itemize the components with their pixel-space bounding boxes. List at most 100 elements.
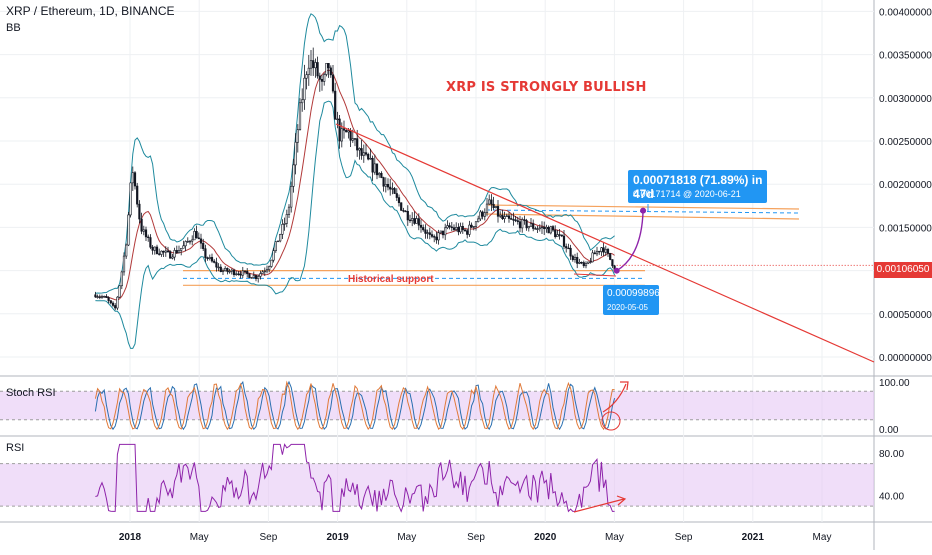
candle-body: [518, 221, 522, 229]
candle-body: [527, 225, 530, 229]
candle-body: [298, 102, 302, 130]
candle-body: [188, 240, 192, 243]
candle-body: [263, 270, 266, 273]
candle-body: [406, 211, 409, 221]
candle-body: [237, 273, 240, 275]
candle-body: [536, 228, 539, 230]
candle-body: [226, 267, 229, 272]
candle-body: [560, 234, 563, 237]
rsi-arrow-head: [616, 495, 627, 506]
candle-body: [362, 152, 365, 156]
resistance-upper: [485, 204, 800, 210]
candle-body: [224, 267, 227, 272]
candle-body: [556, 234, 559, 238]
candle-body: [479, 211, 482, 220]
candle-body: [457, 226, 460, 233]
candle-body: [153, 246, 156, 251]
candle-body: [160, 250, 163, 255]
candle-body: [312, 60, 315, 69]
candle-body: [492, 203, 495, 208]
candle-body: [384, 183, 387, 187]
candle-body: [109, 300, 112, 304]
candle-body: [105, 295, 108, 298]
candle-body: [488, 199, 491, 205]
y-tick-label: 0.00250000: [879, 137, 932, 148]
candle-body: [558, 234, 561, 236]
candle-body: [206, 257, 209, 259]
candle-body: [444, 227, 447, 236]
x-tick-label: Sep: [467, 532, 485, 543]
candle-body: [604, 249, 607, 253]
candle-body: [140, 218, 143, 232]
candle-body: [562, 235, 566, 247]
candle-body: [600, 247, 603, 252]
candle-body: [481, 211, 484, 217]
candle-body: [96, 296, 99, 298]
rsi-tick-label: 40.00: [879, 491, 904, 502]
candle-body: [327, 63, 330, 69]
candle-body: [243, 270, 247, 272]
candle-body: [177, 250, 181, 254]
y-tick-label: 0.00350000: [879, 51, 932, 62]
stoch-arrow-head: [620, 381, 629, 391]
candle-body: [593, 252, 596, 255]
candle-body: [259, 273, 262, 277]
candle-body: [158, 253, 161, 255]
candle-body: [217, 266, 220, 269]
target-callout: 0.00071818 (71.89%) in 47d 0.00171714 @ …: [628, 170, 767, 203]
candle-body: [228, 270, 231, 273]
candle-body: [173, 250, 176, 258]
candle-body: [578, 261, 581, 264]
candle-body: [584, 262, 588, 267]
candle-body: [461, 226, 464, 231]
candle-body: [573, 256, 577, 261]
low-callout-line2: 2020-05-05: [607, 303, 648, 312]
candle-body: [125, 244, 128, 257]
candle-body: [382, 177, 385, 187]
candle-body: [490, 199, 493, 205]
candle-body: [529, 223, 533, 227]
candle-body: [485, 203, 489, 213]
candle-body: [428, 232, 431, 235]
candle-body: [294, 141, 297, 166]
candle-body: [576, 256, 579, 264]
pane-label-stoch-rsi: Stoch RSI: [6, 387, 56, 399]
target-callout-line2: 0.00171714 @ 2020-06-21: [633, 189, 741, 199]
candle-body: [252, 275, 255, 279]
candle-body: [208, 257, 211, 259]
pivot-line: [573, 273, 617, 277]
candle-body: [455, 226, 458, 230]
x-tick-label: May: [190, 532, 209, 543]
candle-body: [565, 246, 568, 249]
candle-body: [433, 236, 436, 238]
headline-annotation: XRP IS STRONGLY BULLISH: [446, 80, 647, 95]
candle-body: [424, 229, 427, 234]
candle-body: [213, 260, 216, 263]
candle-body: [175, 250, 178, 254]
candle-body: [439, 230, 442, 234]
candle-body: [338, 118, 341, 142]
candle-body: [441, 230, 445, 236]
candle-body: [567, 247, 570, 250]
axes: 2018 May Sep 2019 May Sep 2020 May Sep 2021 May 0.0…: [119, 7, 932, 543]
candle-body: [164, 250, 167, 253]
x-tick-label: Sep: [675, 532, 693, 543]
candle-body: [587, 261, 590, 264]
candle-body: [468, 224, 471, 235]
candle-body: [116, 296, 119, 309]
candle-body: [360, 148, 363, 156]
candle-body: [162, 250, 165, 253]
candle-body: [283, 223, 286, 225]
candle-body: [408, 219, 412, 222]
candle-body: [525, 220, 528, 229]
candle-body: [287, 206, 291, 215]
stoch-band: [0, 391, 874, 420]
candle-body: [369, 157, 372, 160]
candle-body: [268, 266, 271, 270]
candle-body: [551, 226, 555, 231]
x-tick-label: 2018: [119, 532, 142, 543]
candle-body: [419, 224, 423, 228]
candle-body: [254, 275, 258, 279]
